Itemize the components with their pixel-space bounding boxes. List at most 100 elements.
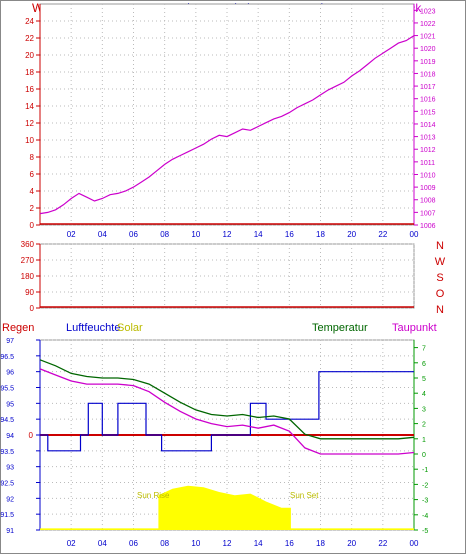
panel3-left-tick-label: 97: [6, 338, 14, 345]
panel1-wind-pressure: 0246810121416182022241006100710081009101…: [25, 3, 436, 239]
panel1-left-tick-label: 24: [25, 17, 34, 26]
panel3-left-tick-label: 96.5: [0, 354, 14, 361]
panel3-right-tick-label: 6: [422, 361, 426, 368]
pressure-line: [39, 35, 415, 215]
panel1-right-tick-label: 1022: [420, 21, 436, 28]
rain-value-label: 0: [29, 431, 34, 440]
panel3-x-tick-label: 22: [378, 539, 387, 548]
legend-taupunkt: Taupunkt: [392, 322, 437, 334]
temperature-line: [39, 359, 415, 440]
panel1-right-tick-label: 1018: [420, 71, 436, 78]
panel1-right-tick-label: 1020: [420, 46, 436, 53]
panel1-left-tick-label: 2: [30, 204, 35, 213]
panel1-x-tick-label: 02: [67, 230, 76, 239]
compass-label: S: [436, 272, 443, 284]
panel1-x-tick-label: 16: [285, 230, 294, 239]
humidity-line: [40, 371, 414, 452]
panel3-x-tick-label: 08: [160, 539, 169, 548]
panel3-left-tick-label: 95.5: [0, 386, 14, 393]
panel3-left-tick-label: 93: [6, 465, 14, 472]
panel1-x-tick-label: 06: [129, 230, 138, 239]
panel1-right-tick-label: 1013: [420, 135, 436, 142]
panel1-right-tick-label: 1021: [420, 34, 436, 41]
panel1-right-tick-label: 1010: [420, 172, 436, 179]
panel3-x-tick-label: 10: [191, 539, 200, 548]
panel1-x-tick-label: 14: [254, 230, 263, 239]
panel3-x-tick-label: 02: [67, 539, 76, 548]
solar-area: [40, 485, 414, 530]
panel1-left-tick-label: 10: [25, 136, 34, 145]
panel3-left-tick-label: 91.5: [0, 512, 14, 519]
panel1-left-tick-label: 0: [30, 221, 35, 230]
panel1-x-tick-label: 22: [378, 230, 387, 239]
panel3-x-tick-label: 20: [347, 539, 356, 548]
panel1-right-tick-label: 1017: [420, 84, 436, 91]
compass-label: W: [435, 256, 446, 268]
legend-solar: Solar: [117, 322, 143, 334]
panel1-right-tick-label: 1007: [420, 210, 436, 217]
panel1-x-tick-label: 00: [410, 230, 419, 239]
panel3-right-tick-label: -4: [422, 513, 428, 520]
panel1-left-tick-label: 22: [25, 34, 34, 43]
panel3-x-tick-label: 06: [129, 539, 138, 548]
panel1-x-tick-label: 08: [160, 230, 169, 239]
panel2-left-tick-label: 90: [25, 288, 34, 297]
panel1-x-tick-label: 20: [347, 230, 356, 239]
panel1-left-tick-label: 8: [30, 153, 35, 162]
compass-label: N: [436, 304, 444, 316]
panel3-right-tick-label: -2: [422, 482, 428, 489]
panel1-right-tick-label: 1015: [420, 109, 436, 116]
panel1-right-tick-label: 1019: [420, 59, 436, 66]
panel1-x-tick-label: 10: [191, 230, 200, 239]
panel1-right-tick-label: 1011: [420, 160, 435, 167]
panel3-right-tick-label: 5: [422, 376, 426, 383]
panel1-right-tick-label: 1023: [420, 8, 436, 15]
panel1-left-tick-label: 20: [25, 51, 34, 60]
panel1-left-tick-label: 4: [30, 187, 35, 196]
panel3-left-tick-label: 95: [6, 401, 14, 408]
panel3-left-tick-label: 94: [6, 433, 14, 440]
panel2-left-tick-label: 270: [21, 256, 35, 265]
panel3-right-tick-label: 0: [422, 452, 426, 459]
panel3-x-tick-label: 16: [285, 539, 294, 548]
panel3-right-tick-label: 7: [422, 346, 426, 353]
panel1-x-tick-label: 12: [223, 230, 232, 239]
panel3-right-tick-label: 4: [422, 391, 426, 398]
panel1-left-tick-label: 12: [25, 119, 34, 128]
panel1-left-tick-label: 18: [25, 68, 34, 77]
sun-set-label: Sun Set: [290, 491, 319, 500]
compass-label: O: [436, 288, 445, 300]
panel1-left-tick-label: 14: [25, 102, 34, 111]
panel3-right-tick-label: 1: [422, 437, 426, 444]
panel1-right-tick-label: 1016: [420, 97, 436, 104]
panel3-x-tick-label: 18: [316, 539, 325, 548]
panel1-x-tick-label: 04: [98, 230, 107, 239]
panel3-x-tick-label: 12: [223, 539, 232, 548]
panel3-x-tick-label: 14: [254, 539, 263, 548]
panel3-right-tick-label: 2: [422, 422, 426, 429]
panel3-right-tick-label: 3: [422, 406, 426, 413]
legend-luftfeuchte: Luftfeuchte: [66, 322, 120, 334]
panel2-left-tick-label: 180: [21, 272, 35, 281]
panel3-right-tick-label: -1: [422, 467, 428, 474]
panel2-left-tick-label: 0: [30, 304, 35, 313]
panel1-frame: [39, 3, 415, 226]
panel3-left-tick-label: 96: [6, 370, 14, 377]
panel1-x-tick-label: 18: [316, 230, 325, 239]
sun-rise-label: Sun Rise: [137, 491, 170, 500]
panel3-left-tick-label: 93.5: [0, 449, 14, 456]
panel3-left-tick-label: 94.5: [0, 417, 14, 424]
dewpoint-line: [39, 368, 415, 455]
panel3-left-tick-label: 92: [6, 496, 14, 503]
panel3-x-tick-label: 00: [410, 539, 419, 548]
panel1-left-tick-label: 6: [30, 170, 35, 179]
compass-label: N: [436, 240, 444, 252]
panel1-right-tick-label: 1006: [420, 223, 436, 230]
panel1-right-tick-label: 1009: [420, 185, 436, 192]
panel3-left-tick-label: 91: [6, 528, 14, 535]
panel1-right-tick-label: 1012: [420, 147, 436, 154]
